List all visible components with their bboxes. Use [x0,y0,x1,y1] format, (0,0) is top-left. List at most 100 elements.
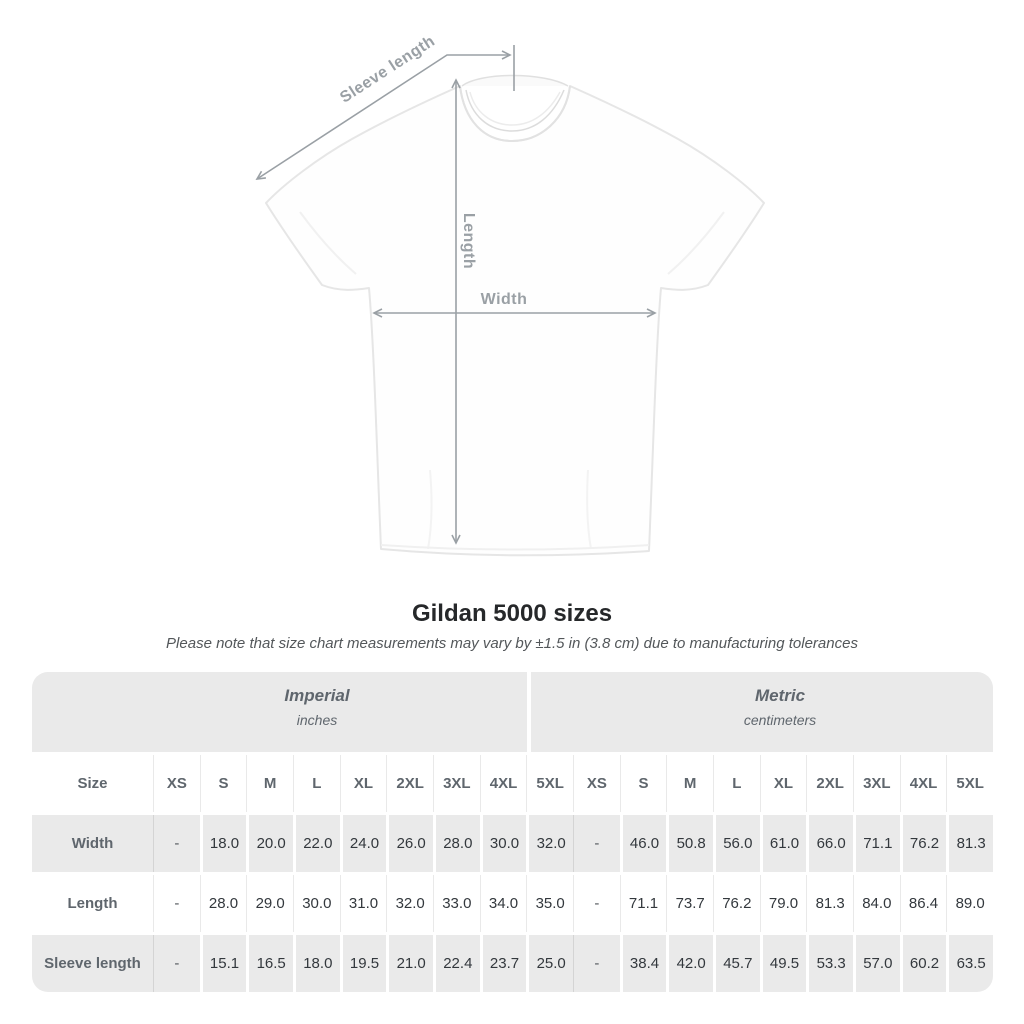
size-header-metric-M: M [666,755,713,812]
table-cell: 79.0 [759,875,807,932]
table-cell: 89.0 [946,875,993,932]
size-header-row: Size XS S M L XL 2XL 3XL 4XL 5XL XS S M L XL 2XL 3XL 4XL 5… [32,755,993,812]
table-cell: 71.1 [853,815,900,872]
tshirt-measurement-diagram: Sleeve length Length Width [255,33,765,557]
page-title: Gildan 5000 sizes [411,600,613,627]
metric-label: Metric [754,686,806,705]
table-cell: 18.0 [293,935,340,992]
size-header-imperial-XL: XL [339,755,387,812]
table-cell: 35.0 [526,875,573,932]
table-cell: 19.5 [339,935,387,992]
table-cell: 81.3 [946,815,993,872]
table-cell: 76.2 [713,875,760,932]
sleeve-length-label: Sleeve length [337,33,438,107]
measurement-lines [255,45,657,545]
row-label: Sleeve length [32,935,153,992]
size-header-metric-L: L [713,755,760,812]
size-header-imperial-2XL: 2XL [386,755,433,812]
size-header-metric-5XL: 5XL [946,755,993,812]
table-cell: 53.3 [806,935,853,992]
table-cell: 57.0 [853,935,900,992]
size-header-metric-2XL: 2XL [806,755,853,812]
table-cell: - [153,875,200,932]
size-header-metric-XS: XS [573,755,620,812]
table-cell: 60.2 [899,935,947,992]
imperial-unit: inches [296,712,338,728]
table-cell: 49.5 [759,935,807,992]
size-table: Imperial inches Metric centimeters Size X… [32,672,993,992]
table-cell: 22.4 [433,935,480,992]
size-header-imperial-3XL: 3XL [433,755,480,812]
length-label: Length [460,213,477,269]
table-row: Width -18.0 20.0 22.0 24.0 26.0 28.0 30.0 32.0-4… [32,815,993,872]
size-header-imperial-S: S [199,755,247,812]
unit-band: Imperial inches Metric centimeters [32,672,993,752]
table-cell: - [573,875,620,932]
table-cell: 84.0 [853,875,900,932]
table-cell: 33.0 [433,875,480,932]
size-table-rows: Size XS S M L XL 2XL 3XL 4XL 5XL XS S M L XL 2XL 3XL 4XL 5… [32,755,993,992]
size-header-metric-4XL: 4XL [899,755,947,812]
metric-header: Metric centimeters [744,686,816,728]
table-cell: 30.0 [293,875,340,932]
table-cell: 63.5 [946,935,993,992]
table-cell: 26.0 [386,815,433,872]
table-cell: 29.0 [246,875,293,932]
metric-unit: centimeters [743,712,817,728]
unit-band-divider [527,672,531,752]
table-row: Sleeve length -15.1 16.5 18.0 19.5 21.0 22.4 23… [32,935,993,992]
table-cell: 31.0 [339,875,387,932]
size-header-metric-S: S [619,755,667,812]
sleeve-measure-line [255,50,512,180]
table-cell: 61.0 [759,815,807,872]
table-cell: 22.0 [293,815,340,872]
row-label: Width [32,815,153,872]
table-cell: - [573,815,620,872]
table-cell: 45.7 [713,935,760,992]
table-cell: 21.0 [386,935,433,992]
table-cell: 18.0 [199,815,247,872]
table-cell: 15.1 [199,935,247,992]
size-header-metric-XL: XL [759,755,807,812]
size-header-imperial-4XL: 4XL [479,755,527,812]
table-cell: 76.2 [899,815,947,872]
table-cell: 24.0 [339,815,387,872]
table-cell: 16.5 [246,935,293,992]
table-cell: 34.0 [479,875,527,932]
table-cell: 23.7 [479,935,527,992]
table-cell: 28.0 [199,875,247,932]
page-subtitle: Please note that size chart measurements… [166,635,858,652]
table-cell: 42.0 [666,935,713,992]
table-cell: 46.0 [619,815,667,872]
tshirt-illustration [265,74,765,557]
table-cell: 32.0 [526,815,573,872]
table-cell: - [573,935,620,992]
table-cell: - [153,815,200,872]
size-header-metric-3XL: 3XL [853,755,900,812]
width-label: Width [481,291,528,308]
table-cell: 50.8 [666,815,713,872]
table-cell: 30.0 [479,815,527,872]
table-cell: 81.3 [806,875,853,932]
table-cell: 28.0 [433,815,480,872]
size-header-imperial-5XL: 5XL [526,755,573,812]
table-cell: 71.1 [619,875,667,932]
size-header-imperial-XS: XS [153,755,200,812]
table-cell: 32.0 [386,875,433,932]
table-cell: 86.4 [899,875,947,932]
imperial-label: Imperial [284,686,350,705]
table-cell: 73.7 [666,875,713,932]
imperial-header: Imperial inches [284,686,349,728]
table-cell: 20.0 [246,815,293,872]
table-row: Length -28.0 29.0 30.0 31.0 32.0 33.0 34.0 35.0-… [32,875,993,932]
table-cell: 56.0 [713,815,760,872]
size-header-imperial-M: M [246,755,293,812]
table-cell: 66.0 [806,815,853,872]
row-label: Length [67,895,118,912]
table-cell: 38.4 [619,935,667,992]
size-corner-header: Size [77,775,108,792]
size-header-imperial-L: L [293,755,340,812]
table-cell: - [153,935,200,992]
table-cell: 25.0 [526,935,573,992]
